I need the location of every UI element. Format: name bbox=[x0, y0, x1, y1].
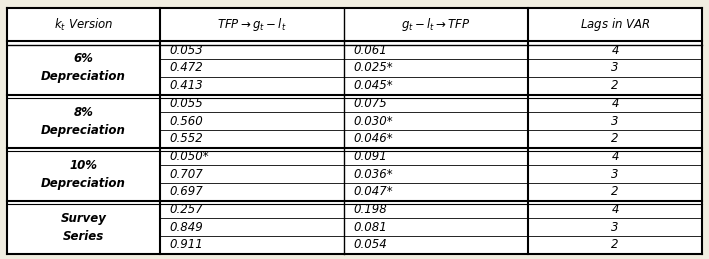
Bar bbox=[160, 218, 344, 236]
Text: 3: 3 bbox=[611, 61, 619, 75]
Bar bbox=[160, 77, 344, 95]
Text: 0.697: 0.697 bbox=[169, 185, 203, 198]
Text: 6%
Depreciation: 6% Depreciation bbox=[41, 53, 126, 83]
Bar bbox=[344, 201, 528, 218]
Bar bbox=[344, 236, 528, 254]
Bar bbox=[528, 130, 702, 148]
Text: 0.849: 0.849 bbox=[169, 221, 203, 234]
Text: 0.707: 0.707 bbox=[169, 168, 203, 181]
Bar bbox=[344, 59, 528, 77]
Text: 0.091: 0.091 bbox=[353, 150, 387, 163]
Bar bbox=[160, 236, 344, 254]
Bar bbox=[344, 130, 528, 148]
Text: 3: 3 bbox=[611, 114, 619, 128]
Text: 3: 3 bbox=[611, 221, 619, 234]
Text: 10%
Depreciation: 10% Depreciation bbox=[41, 159, 126, 190]
Bar bbox=[528, 201, 702, 218]
Text: 0.053: 0.053 bbox=[169, 44, 203, 57]
Text: 0.257: 0.257 bbox=[169, 203, 203, 216]
Text: 0.055: 0.055 bbox=[169, 97, 203, 110]
Bar bbox=[160, 183, 344, 201]
Text: 0.045*: 0.045* bbox=[353, 79, 393, 92]
Bar bbox=[160, 112, 344, 130]
Bar bbox=[344, 41, 528, 59]
Bar bbox=[160, 148, 344, 165]
Text: 0.075: 0.075 bbox=[353, 97, 387, 110]
Text: 0.560: 0.560 bbox=[169, 114, 203, 128]
Bar bbox=[528, 112, 702, 130]
Text: 0.413: 0.413 bbox=[169, 79, 203, 92]
Bar bbox=[528, 148, 702, 165]
Bar bbox=[160, 95, 344, 112]
Text: 0.047*: 0.047* bbox=[353, 185, 393, 198]
Bar bbox=[344, 112, 528, 130]
Text: 4: 4 bbox=[611, 44, 619, 57]
Text: $k_t\ Version$: $k_t\ Version$ bbox=[54, 17, 113, 33]
Text: 2: 2 bbox=[611, 132, 619, 145]
Text: 0.198: 0.198 bbox=[353, 203, 387, 216]
Text: $g_t - l_t \rightarrow TFP$: $g_t - l_t \rightarrow TFP$ bbox=[401, 16, 471, 33]
Bar bbox=[344, 77, 528, 95]
Bar bbox=[344, 148, 528, 165]
Bar bbox=[344, 95, 528, 112]
Text: 0.025*: 0.025* bbox=[353, 61, 393, 75]
Text: 0.472: 0.472 bbox=[169, 61, 203, 75]
Bar bbox=[160, 165, 344, 183]
Bar bbox=[528, 183, 702, 201]
Bar bbox=[160, 130, 344, 148]
Bar bbox=[344, 218, 528, 236]
Bar bbox=[160, 41, 344, 59]
Bar bbox=[344, 183, 528, 201]
Text: 0.030*: 0.030* bbox=[353, 114, 393, 128]
Bar bbox=[160, 59, 344, 77]
Text: 3: 3 bbox=[611, 168, 619, 181]
Bar bbox=[528, 77, 702, 95]
Text: 0.046*: 0.046* bbox=[353, 132, 393, 145]
Bar bbox=[528, 41, 702, 59]
Text: 0.911: 0.911 bbox=[169, 239, 203, 251]
Text: 2: 2 bbox=[611, 79, 619, 92]
Text: 4: 4 bbox=[611, 97, 619, 110]
Text: Survey
Series: Survey Series bbox=[60, 212, 106, 243]
Text: 0.081: 0.081 bbox=[353, 221, 387, 234]
Text: $Lags\ in\ VAR$: $Lags\ in\ VAR$ bbox=[580, 16, 650, 33]
Bar bbox=[528, 95, 702, 112]
Text: 0.552: 0.552 bbox=[169, 132, 203, 145]
Bar bbox=[528, 165, 702, 183]
Text: 0.050*: 0.050* bbox=[169, 150, 208, 163]
Text: 0.036*: 0.036* bbox=[353, 168, 393, 181]
Bar bbox=[528, 59, 702, 77]
Text: 8%
Depreciation: 8% Depreciation bbox=[41, 106, 126, 136]
Bar bbox=[528, 218, 702, 236]
Text: $TFP \rightarrow g_t - l_t$: $TFP \rightarrow g_t - l_t$ bbox=[217, 16, 287, 33]
Text: 2: 2 bbox=[611, 239, 619, 251]
Bar bbox=[344, 165, 528, 183]
Text: 0.061: 0.061 bbox=[353, 44, 387, 57]
Text: 2: 2 bbox=[611, 185, 619, 198]
Text: 4: 4 bbox=[611, 150, 619, 163]
Text: 4: 4 bbox=[611, 203, 619, 216]
Text: 0.054: 0.054 bbox=[353, 239, 387, 251]
Bar bbox=[160, 201, 344, 218]
Bar bbox=[528, 236, 702, 254]
